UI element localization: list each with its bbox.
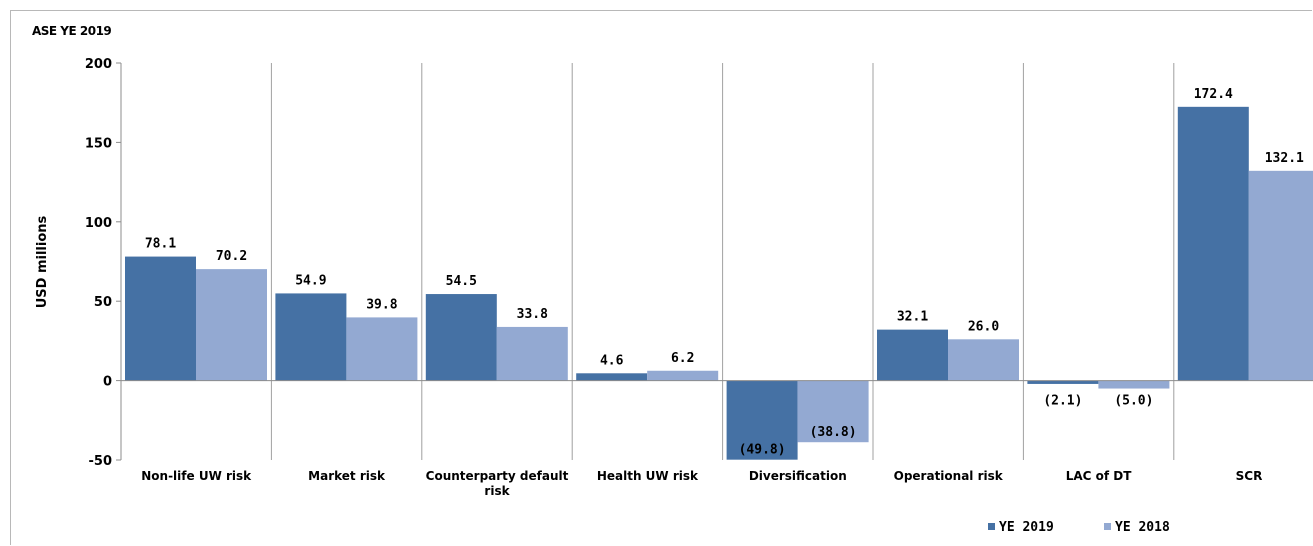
category-label: Market risk — [308, 469, 386, 483]
bar — [1098, 380, 1170, 389]
data-label: (38.8) — [810, 425, 857, 440]
data-label: 26.0 — [968, 319, 999, 334]
bar — [576, 373, 648, 381]
y-tick-label: -50 — [89, 454, 113, 469]
data-label: 6.2 — [671, 351, 694, 366]
chart-frame — [10, 10, 1312, 545]
y-tick-label: 150 — [85, 136, 112, 151]
bar — [275, 293, 347, 381]
category-label: Health UW risk — [597, 469, 699, 483]
bar — [1177, 106, 1249, 381]
legend-label: YE 2018 — [1115, 520, 1170, 535]
data-label: (5.0) — [1114, 394, 1153, 409]
data-label: 54.9 — [295, 273, 326, 288]
data-label: 70.2 — [216, 249, 247, 264]
axes: -50 0 50 100 150 200 USD millions Non-life UW r… — [35, 57, 1313, 498]
data-labels: 78.1 54.9 54.5 4.6 (49.8) 32.1 (2.1) 172.4 70.2 3… — [145, 87, 1304, 458]
bar — [647, 370, 719, 381]
data-label: 33.8 — [517, 307, 548, 322]
y-axis-title: USD millions — [35, 215, 50, 308]
legend-swatch — [1104, 523, 1111, 530]
data-label: 54.5 — [446, 274, 477, 289]
bar — [726, 380, 798, 460]
grid-lines — [270, 63, 1175, 460]
chart-title: ASE YE 2019 — [32, 24, 112, 38]
bar — [948, 339, 1019, 381]
category-label: risk — [484, 484, 510, 498]
bar — [125, 256, 196, 381]
legend-swatch — [988, 523, 995, 530]
y-tick-label: 100 — [85, 216, 112, 231]
y-tick-label: 200 — [85, 57, 112, 72]
category-label: Counterparty default — [426, 469, 569, 483]
data-label: 4.6 — [600, 353, 624, 368]
bars — [125, 106, 1313, 460]
bar — [797, 380, 869, 443]
data-label: 39.8 — [366, 297, 397, 312]
bar — [1248, 170, 1313, 381]
data-label: (49.8) — [739, 443, 786, 458]
data-label: 172.4 — [1194, 87, 1233, 102]
category-label: LAC of DT — [1066, 469, 1133, 483]
category-label: SCR — [1236, 469, 1263, 483]
bar — [496, 326, 568, 381]
bar — [1027, 380, 1099, 384]
y-tick-label: 50 — [94, 295, 112, 310]
bar — [877, 329, 948, 381]
legend-label: YE 2019 — [999, 520, 1054, 535]
category-label: Operational risk — [894, 469, 1004, 483]
category-label: Non-life UW risk — [141, 469, 252, 483]
bar — [425, 294, 497, 381]
data-label: 132.1 — [1265, 151, 1304, 166]
legend: YE 2019 YE 2018 — [988, 520, 1170, 535]
data-label: 78.1 — [145, 237, 176, 252]
bar — [196, 269, 267, 381]
bar — [346, 317, 418, 381]
category-label: Diversification — [749, 469, 847, 483]
y-tick-label: 0 — [103, 375, 112, 390]
data-label: (2.1) — [1043, 394, 1082, 409]
data-label: 32.1 — [897, 310, 928, 325]
